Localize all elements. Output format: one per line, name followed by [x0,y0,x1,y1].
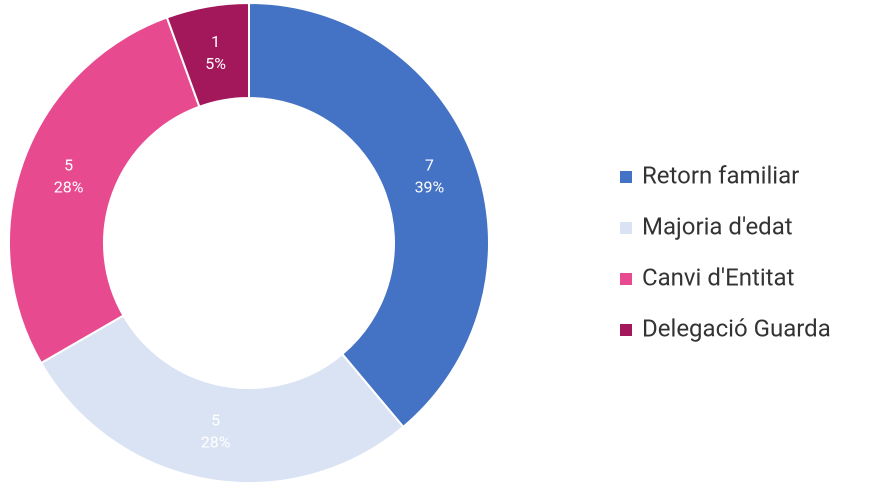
slice-percent-label: 39% [415,178,445,197]
donut-slice [248,1,490,429]
legend-label: Canvi d'Entitat [642,263,795,291]
donut-slice [39,314,405,484]
slice-value-label: 5 [64,156,73,175]
slice-value-label: 1 [211,32,220,51]
legend-label: Majoria d'edat [642,212,793,240]
donut-slice [165,1,250,109]
legend-swatch [620,171,632,183]
legend-label: Delegació Guarda [642,314,831,342]
slice-percent-label: 5% [205,54,226,73]
slice-value-label: 7 [425,156,434,175]
legend-swatch [620,222,632,234]
slice-value-label: 5 [211,410,220,429]
donut-slice [8,16,201,365]
legend-swatch [620,324,632,336]
slice-percent-label: 28% [201,432,231,451]
legend-swatch [620,273,632,285]
slice-percent-label: 28% [54,178,84,197]
legend-label: Retorn familiar [642,161,799,189]
